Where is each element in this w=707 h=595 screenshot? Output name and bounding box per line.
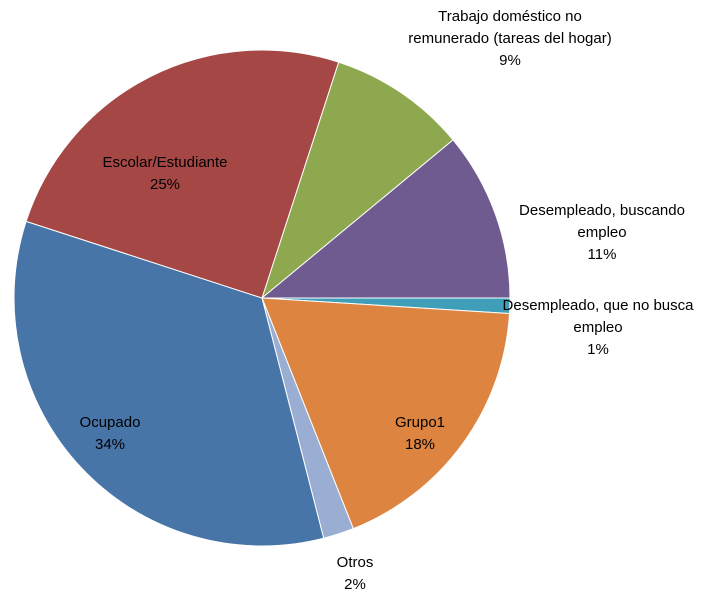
category-label: Otros <box>336 554 374 571</box>
value-label: 9% <box>499 52 521 69</box>
value-label: 34% <box>94 436 126 453</box>
slice-label: Desempleado, que no busca empleo 1% <box>498 295 698 361</box>
pie-slice <box>260 61 454 300</box>
pie-slice <box>13 220 325 547</box>
category-label: Ocupado <box>79 414 141 431</box>
slice-label: Grupo1 18% <box>360 412 480 456</box>
value-label: 18% <box>404 436 436 453</box>
pie-slice <box>25 49 340 299</box>
value-label: 2% <box>344 576 366 593</box>
value-label: 11% <box>587 246 617 263</box>
pie-slice <box>261 297 511 530</box>
category-label: Escolar/Estudiante <box>102 154 228 171</box>
slice-label: Ocupado 34% <box>50 412 170 456</box>
slice-label: Trabajo doméstico no remunerado (tareas … <box>405 6 615 72</box>
category-label: Desempleado, buscando empleo <box>519 202 685 241</box>
slice-label: Desempleado, buscando empleo 11% <box>497 200 707 266</box>
slice-label: Escolar/Estudiante 25% <box>75 152 255 196</box>
category-label: Trabajo doméstico no remunerado (tareas … <box>408 8 612 47</box>
value-label: 25% <box>149 176 181 193</box>
category-label: Desempleado, que no busca empleo <box>502 297 694 336</box>
value-label: 1% <box>587 341 609 358</box>
category-label: Grupo1 <box>394 414 446 431</box>
slice-label: Otros 2% <box>315 552 395 595</box>
pie-slice <box>260 139 511 299</box>
